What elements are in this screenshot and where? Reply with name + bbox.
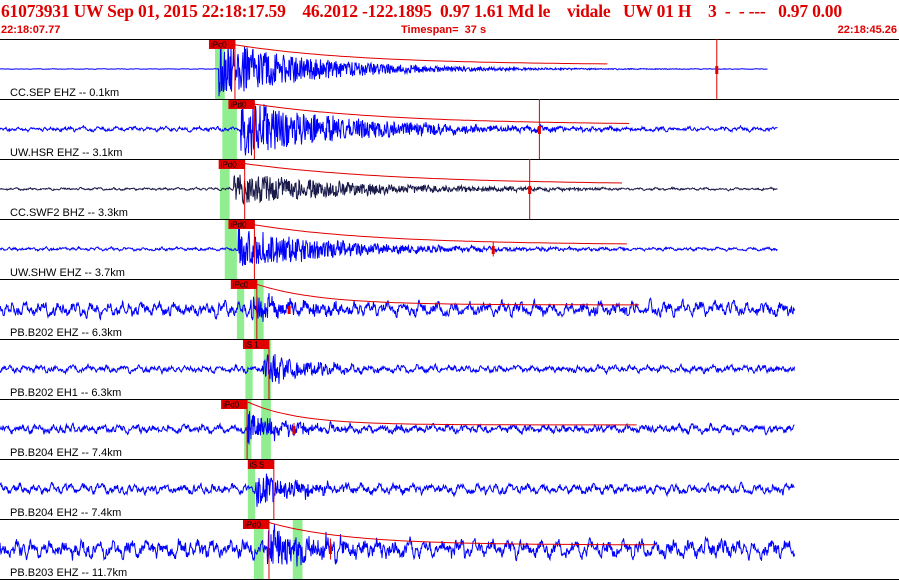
pick-box-0 — [208, 40, 235, 49]
station-label-0: CC.SEP EHZ -- 0.1km — [10, 87, 119, 99]
station-label-5: PB.B202 EH1 -- 6.3km — [10, 387, 121, 399]
station-label-2: CC.SWF2 BHZ -- 3.3km — [10, 207, 128, 219]
waveform-3 — [0, 226, 778, 266]
coda-envelope-6 — [247, 401, 637, 426]
pick-box-5 — [242, 340, 269, 349]
coda-marker-dot-0 — [715, 66, 719, 74]
coda-envelope-1 — [240, 101, 630, 124]
coda-envelope-0 — [218, 41, 608, 65]
pick-label-5: iS 1 — [245, 341, 259, 350]
pick-label-3: iPd0 — [230, 221, 247, 230]
pick-box-7 — [247, 460, 274, 469]
pick-box-1 — [228, 100, 255, 109]
waveform-6 — [0, 411, 795, 445]
pick-label-0: iPc0 — [211, 41, 227, 50]
station-label-1: UW.HSR EHZ -- 3.1km — [10, 147, 122, 159]
pick-label-6: iPd0 — [223, 401, 240, 410]
station-label-4: PB.B202 EHZ -- 6.3km — [10, 327, 122, 339]
coda-envelope-4 — [250, 281, 639, 306]
event-title: 61073931 UW Sep 01, 2015 22:18:17.59 46.… — [1, 1, 842, 21]
pick-box-8 — [242, 520, 269, 529]
coda-marker-dot-6 — [292, 426, 296, 434]
pick-label-1: iPd0 — [230, 101, 247, 110]
end-time: 22:18:45.26 — [837, 24, 897, 36]
coda-marker-dot-3 — [491, 246, 495, 254]
waveform-7 — [0, 473, 795, 507]
station-label-7: PB.B204 EH2 -- 7.4km — [10, 507, 121, 519]
pick-box-3 — [228, 220, 255, 229]
window-8-0 — [253, 520, 264, 579]
pick-box-2 — [218, 160, 245, 169]
seismogram-panel: iPc0 CC.SEP EHZ -- 0.1km iPd0 UW.HSR EHZ --… — [0, 39, 899, 580]
station-label-8: PB.B203 EHZ -- 11.7km — [10, 567, 127, 579]
pick-label-4: iPc0 — [233, 281, 249, 290]
station-label-6: PB.B204 EHZ -- 7.4km — [10, 447, 122, 459]
coda-envelope-2 — [233, 161, 623, 184]
coda-envelope-8 — [267, 521, 656, 546]
waveform-1 — [0, 100, 778, 156]
pick-box-6 — [221, 400, 248, 409]
start-time: 22:18:07.77 — [1, 24, 61, 36]
coda-envelope-3 — [238, 221, 627, 245]
waveform-5 — [0, 353, 795, 384]
pick-box-4 — [230, 280, 257, 289]
coda-marker-dot-4 — [287, 306, 291, 314]
window-7-0 — [247, 460, 256, 519]
pick-label-2: iPd0 — [221, 161, 238, 170]
station-label-3: UW.SHW EHZ -- 3.7km — [10, 267, 125, 279]
pick-label-8: iPd0 — [245, 521, 262, 530]
waveform-8 — [0, 524, 795, 567]
coda-marker-dot-1 — [537, 126, 541, 134]
coda-marker-dot-8 — [328, 546, 332, 554]
waveform-0 — [0, 43, 768, 97]
coda-marker-dot-2 — [528, 186, 532, 194]
pick-label-7: iS S — [250, 461, 265, 470]
waveform-4 — [0, 293, 795, 322]
header: 61073931 UW Sep 01, 2015 22:18:17.59 46.… — [0, 0, 899, 40]
window-5-1 — [263, 340, 271, 399]
waveform-2 — [0, 174, 778, 206]
timespan: Timespan= 37 s — [401, 24, 487, 36]
